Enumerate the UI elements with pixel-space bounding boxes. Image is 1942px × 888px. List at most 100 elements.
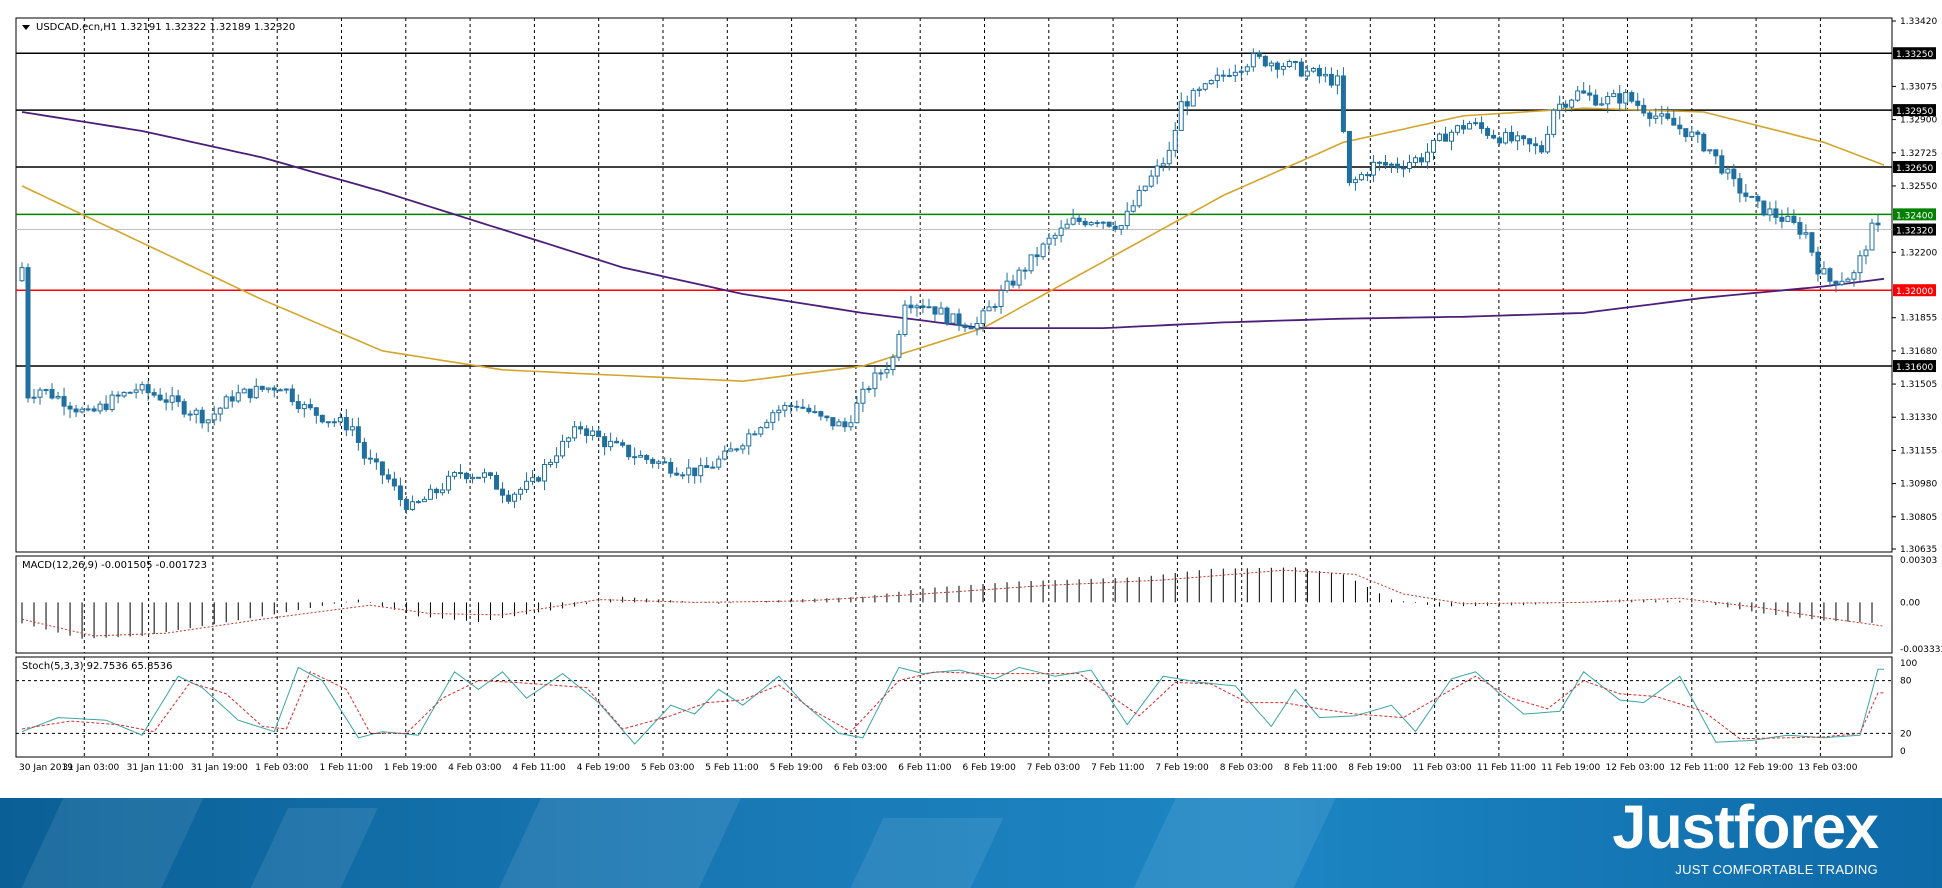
candle-body (1124, 210, 1130, 227)
level-label: 1.32000 (1896, 287, 1933, 297)
time-label: 6 Feb 19:00 (963, 763, 1017, 773)
price-tick-label: 1.31505 (1900, 380, 1937, 390)
candle-body (1256, 53, 1262, 57)
price-tick-label: 1.31155 (1900, 446, 1937, 456)
candle-body (1857, 255, 1863, 274)
candle-body (481, 472, 487, 478)
candle-body (469, 476, 475, 480)
candle-body (770, 412, 776, 423)
candle-body (73, 408, 79, 413)
candle-body (818, 411, 824, 417)
candle-body (1557, 103, 1563, 111)
candle-body (1262, 55, 1268, 67)
price-tick-label: 1.33075 (1900, 82, 1937, 92)
time-label: 5 Feb 19:00 (770, 763, 824, 773)
candle-body (536, 477, 542, 482)
candle-body (397, 485, 403, 501)
candle-body (992, 305, 998, 308)
candle-body (788, 404, 794, 407)
level-tag (1893, 160, 1936, 173)
candle-body (866, 388, 872, 391)
candle-body (698, 465, 704, 477)
stoch-tick-label: 80 (1900, 677, 1912, 687)
candle-body (1719, 155, 1725, 174)
candle-body (1731, 168, 1737, 180)
candle-body (1082, 220, 1088, 226)
candle-body (295, 401, 301, 410)
candle-body (650, 458, 656, 464)
candle-body (187, 413, 193, 416)
candle-body (1635, 100, 1641, 106)
candle-body (1154, 165, 1160, 177)
candle-body (1220, 74, 1226, 77)
candle-body (79, 408, 85, 413)
candle-body (1815, 251, 1821, 275)
time-label: 12 Feb 11:00 (1670, 763, 1729, 773)
candle-body (61, 396, 67, 407)
price-tick-label: 1.30805 (1900, 513, 1937, 523)
time-label: 5 Feb 03:00 (641, 763, 695, 773)
candle-body (181, 401, 187, 415)
candle-body (1695, 131, 1701, 135)
candle-body (1653, 115, 1659, 119)
time-label: 13 Feb 03:00 (1798, 763, 1857, 773)
candle-body (1046, 237, 1052, 245)
stoch-label: Stoch(5,3,3) 92.7536 65.8536 (22, 661, 173, 672)
candle-body (1100, 221, 1106, 224)
candle-body (439, 489, 445, 494)
candle-body (806, 407, 812, 413)
candle-body (1821, 268, 1827, 275)
candle-body (938, 307, 944, 315)
candle-body (566, 437, 572, 442)
price-tick-label: 1.33420 (1900, 17, 1937, 27)
candle-body (1034, 254, 1040, 258)
candle-body (349, 426, 355, 431)
time-label: 4 Feb 19:00 (577, 763, 631, 773)
candle-body (337, 417, 343, 423)
candle-body (1563, 103, 1569, 108)
candle-body (19, 267, 25, 282)
candle-body (1298, 61, 1304, 77)
candle-body (986, 306, 992, 312)
candle-body (1226, 74, 1232, 77)
candle-body (103, 403, 109, 411)
candle-body (259, 385, 265, 390)
candle-body (590, 430, 596, 436)
candle-body (1196, 88, 1202, 91)
candle-body (626, 444, 632, 458)
candle-body (1809, 232, 1815, 253)
candle-body (1827, 268, 1833, 282)
collapse-triangle-icon[interactable] (22, 25, 30, 30)
candle-body (578, 426, 584, 430)
macd-signal-line (21, 569, 1885, 637)
candle-body (169, 395, 175, 403)
candle-body (950, 313, 956, 324)
candle-body (229, 396, 235, 402)
candle-body (355, 426, 361, 443)
price-tick-label: 1.31680 (1900, 347, 1937, 357)
candle-body (1286, 61, 1292, 68)
candle-body (824, 415, 830, 419)
candle-body (193, 409, 199, 415)
candle-body (373, 458, 379, 463)
stoch-tick-label: 100 (1900, 659, 1917, 669)
candle-body (1250, 53, 1256, 68)
candle-body (289, 388, 295, 403)
candle-body (1575, 90, 1581, 101)
candle-body (1773, 208, 1779, 218)
candle-body (656, 461, 662, 464)
candle-body (97, 403, 103, 412)
candle-body (1400, 167, 1406, 170)
candle-body (451, 472, 457, 477)
time-label: 31 Jan 03:00 (62, 763, 119, 773)
candle-body (1316, 68, 1322, 77)
candle-body (1539, 145, 1545, 153)
candle-body (427, 488, 433, 500)
candle-body (91, 408, 97, 412)
candle-body (758, 427, 764, 435)
time-label: 5 Feb 11:00 (705, 763, 759, 773)
candle-body (848, 422, 854, 428)
candle-body (409, 501, 415, 510)
candle-body (1683, 128, 1689, 138)
